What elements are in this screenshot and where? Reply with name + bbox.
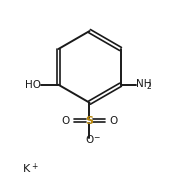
Text: S: S (86, 116, 93, 125)
Text: O: O (62, 116, 70, 125)
Text: O: O (109, 116, 117, 125)
Text: NH: NH (136, 79, 152, 89)
Text: +: + (31, 162, 37, 171)
Text: 2: 2 (146, 82, 151, 91)
Text: K: K (23, 164, 31, 174)
Text: O: O (85, 135, 94, 145)
Text: −: − (93, 134, 100, 143)
Text: HO: HO (25, 80, 41, 90)
